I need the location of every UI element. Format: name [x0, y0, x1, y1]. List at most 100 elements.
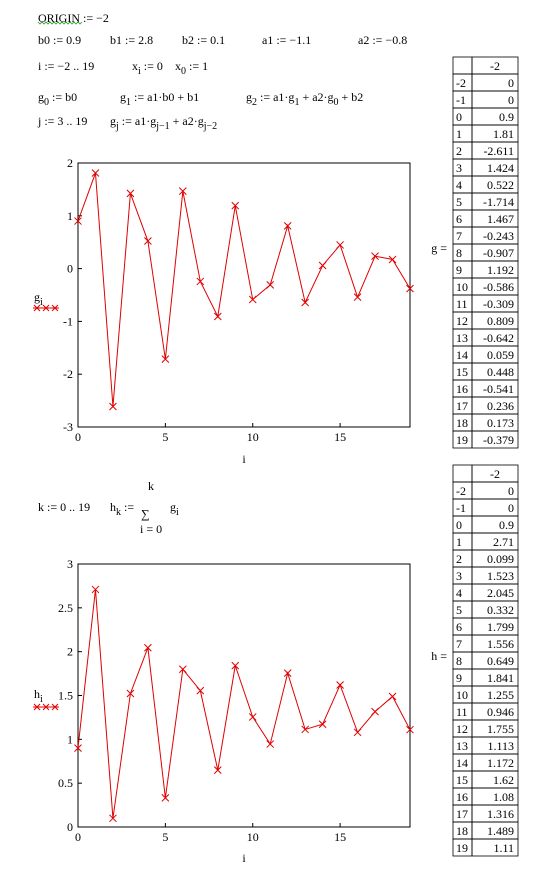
equation: g0 := b0: [38, 90, 77, 108]
subscript: j−2: [203, 121, 217, 132]
cell-value: 1.316: [487, 807, 514, 821]
cell-value: 1.424: [487, 161, 514, 175]
row-index: 8: [456, 246, 462, 260]
equation: g2 := a1·g1 + a2·g0 + b2: [246, 90, 363, 108]
data-point: [371, 707, 379, 716]
y-label-text: g: [34, 290, 40, 304]
row-index: 14: [456, 756, 468, 770]
text-run: b1 := 2.8: [110, 33, 153, 47]
data-point: [388, 255, 397, 264]
y-axis-label: hi: [34, 687, 43, 705]
equation: k := 0 .. 19: [38, 500, 90, 514]
data-point: [406, 725, 414, 734]
cell-value: -0.309: [483, 297, 514, 311]
cell-value: 0.059: [487, 348, 514, 362]
x-tick-label: 0: [75, 430, 81, 444]
equation: x0 := 1: [175, 59, 208, 77]
text-run: g: [246, 90, 252, 104]
row-index: 6: [456, 620, 462, 634]
text-run: g: [110, 114, 116, 128]
text-run: x: [175, 59, 181, 73]
x-axis-label: i: [242, 851, 246, 865]
y-label-subscript: i: [40, 297, 43, 308]
cell-value: 1.113: [487, 739, 514, 753]
y-label-text: h: [34, 687, 40, 701]
cell-value: -0.379: [483, 433, 514, 447]
legend-marker: [51, 703, 59, 711]
y-tick-label: 1.5: [58, 689, 73, 703]
y-tick-label: 1: [67, 732, 73, 746]
text-run: b0 := 0.9: [38, 33, 81, 47]
cell-value: -2.611: [483, 144, 514, 158]
row-index: -2: [456, 76, 466, 90]
text-run: i := −2 .. 19: [38, 59, 94, 73]
row-index: 12: [456, 722, 468, 736]
table-header: -2: [490, 59, 500, 73]
equation: g1 := a1·b0 + b1: [120, 90, 199, 108]
cell-value: 0.946: [487, 705, 514, 719]
text-run: j := 3 .. 19: [37, 114, 87, 128]
data-point: [231, 661, 240, 670]
data-point: [248, 295, 257, 304]
data-line: [77, 172, 411, 407]
text-run: k := 0 .. 19: [38, 500, 90, 514]
cell-value: 1.192: [487, 263, 514, 277]
plot-frame: [77, 162, 411, 428]
data-point: [371, 252, 379, 260]
y-tick-label: 1: [67, 209, 73, 223]
cell-value: 0: [508, 93, 514, 107]
cell-value: 0: [508, 76, 514, 90]
data-point: [196, 686, 205, 695]
data-point: [266, 281, 275, 289]
data-point: [91, 585, 100, 594]
row-index: 3: [456, 161, 462, 175]
row-index: 17: [456, 399, 468, 413]
subscript: j−1: [155, 121, 169, 132]
cell-value: 1.08: [493, 790, 514, 804]
text-run: := a1·g: [257, 90, 294, 104]
table-header-cell: [452, 464, 473, 483]
text-run: b2 := 0.1: [182, 33, 225, 47]
x-tick-label: 15: [334, 430, 346, 444]
subscript: j: [115, 121, 119, 132]
cell-value: 1.172: [487, 756, 514, 770]
row-index: 7: [456, 229, 462, 243]
table-label: g =: [431, 241, 447, 255]
equation: gj := a1·gj−1 + a2·gj−2: [110, 114, 217, 132]
subscript: i: [138, 66, 141, 77]
cell-value: 0: [508, 484, 514, 498]
y-label-subscript: i: [40, 694, 43, 705]
row-index: 1: [456, 535, 462, 549]
data-point: [406, 284, 414, 293]
row-index: 5: [456, 603, 462, 617]
cell-value: 0.9: [499, 518, 514, 532]
cell-value: 2.71: [493, 535, 514, 549]
equation: a2 := −0.8: [358, 33, 407, 47]
cell-value: -0.243: [483, 229, 514, 243]
subscript: 0: [44, 97, 49, 108]
data-point: [301, 298, 310, 307]
x-tick-label: 10: [247, 830, 259, 844]
table-label: h =: [431, 649, 447, 663]
text-run: := 0: [141, 59, 163, 73]
text-run: := 1: [186, 59, 208, 73]
y-axis-label: gi: [34, 290, 43, 308]
sum-body: gi: [170, 500, 179, 518]
row-index: 16: [456, 790, 468, 804]
data-point: [353, 293, 362, 302]
cell-value: 1.467: [487, 212, 514, 226]
table-cell: [471, 838, 519, 857]
legend-marker: [42, 703, 50, 711]
table-header-cell: [452, 56, 473, 75]
y-tick-label: 0: [67, 820, 73, 834]
row-index: 11: [456, 705, 468, 719]
subscript: k: [116, 507, 121, 518]
cell-value: 0: [508, 501, 514, 515]
data-point: [283, 222, 292, 230]
x-tick-label: 15: [334, 830, 346, 844]
data-point: [126, 689, 135, 698]
row-index: 2: [456, 552, 462, 566]
text-run: a1 := −1.1: [262, 33, 311, 47]
data-point: [388, 692, 397, 701]
